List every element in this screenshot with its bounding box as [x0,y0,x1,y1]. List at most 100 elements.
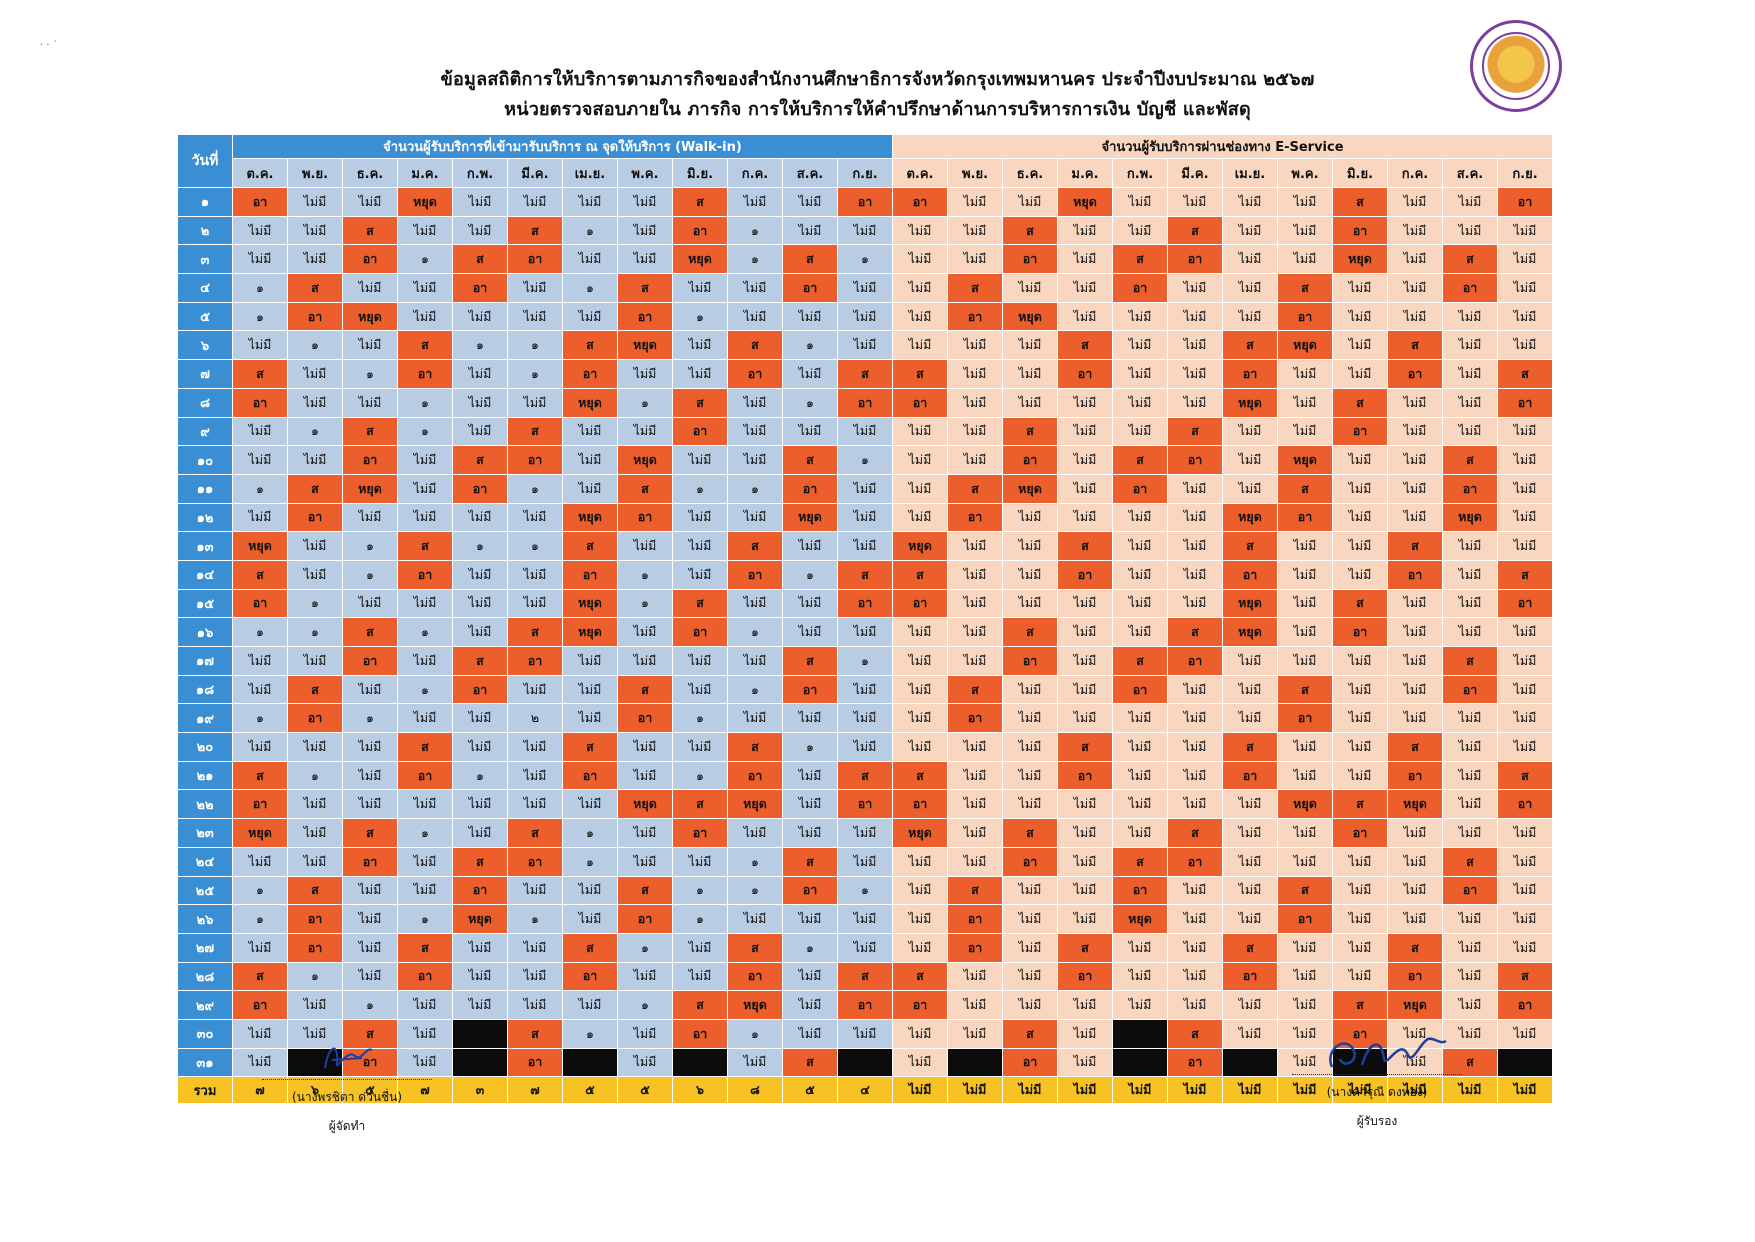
table-cell: อา [1278,302,1332,331]
table-cell: ส [1333,991,1387,1019]
table-cell: ไม่มี [1058,302,1112,331]
table-cell: ส [948,274,1002,302]
table-cell: ไม่มี [1443,560,1497,589]
table-cell: ไม่มี [673,847,727,876]
table-cell: ไม่มี [1113,819,1167,847]
month-header: พ.ค. [1278,159,1332,187]
table-cell: ไม่มี [618,733,672,761]
table-cell: ไม่มี [1443,790,1497,819]
table-cell: ไม่มี [838,532,892,560]
table-cell: ไม่มี [563,991,617,1019]
table-cell: ไม่มี [1388,417,1442,446]
table-cell: อา [288,704,342,733]
statistics-table: วันที่ จำนวนผู้รับบริการที่เข้ามารับบริก… [178,135,1552,1104]
table-cell: ไม่มี [948,1019,1002,1048]
signature-block-preparer: (นางพรชิตา ด่วนชื่น) ผู้จัดทำ [262,1047,432,1136]
table-cell: ๑ [783,331,837,360]
table-cell: ไม่มี [1223,446,1277,474]
table-cell: ไม่มี [563,302,617,331]
table-cell: อา [783,274,837,302]
blocked-cell [1113,1019,1167,1048]
table-cell: ไม่มี [1003,360,1057,388]
table-cell: ไม่มี [1113,331,1167,360]
table-cell: ไม่มี [1168,388,1222,417]
table-cell: ส [1113,847,1167,876]
table-cell: ๑ [673,474,727,503]
table-cell: ไม่มี [343,274,397,302]
day-label: ๓๑ [178,1048,232,1077]
table-cell: ไม่มี [1113,733,1167,761]
table-cell: หยุด [1388,991,1442,1019]
table-cell: ส [673,991,727,1019]
table-cell: ไม่มี [1333,704,1387,733]
table-cell: ไม่มี [893,503,947,532]
table-cell: ส [1223,532,1277,560]
table-cell: ไม่มี [288,188,342,216]
table-cell: ไม่มี [1498,905,1552,933]
table-cell: ไม่มี [838,417,892,446]
table-cell: ส [508,618,562,646]
table-cell: ไม่มี [893,331,947,360]
table-cell: ส [563,733,617,761]
table-cell: ไม่มี [673,331,727,360]
table-cell: ไม่มี [1223,675,1277,704]
table-cell: อา [1498,188,1552,216]
table-cell: ๑ [838,446,892,474]
table-cell: ไม่มี [783,790,837,819]
table-cell: ส [728,733,782,761]
table-cell: อา [728,360,782,388]
table-cell: ส [563,331,617,360]
day-label: ๒๙ [178,991,232,1019]
table-cell: ๑ [508,331,562,360]
table-cell: หยุด [1388,790,1442,819]
table-cell: ๑ [618,388,672,417]
table-cell: ส [728,331,782,360]
table-cell: ไม่มี [453,933,507,962]
table-cell: ไม่มี [1113,560,1167,589]
table-cell: ไม่มี [1003,560,1057,589]
table-cell: ไม่มี [1168,302,1222,331]
table-cell: ไม่มี [1333,847,1387,876]
table-cell: ไม่มี [618,417,672,446]
table-cell: ไม่มี [453,302,507,331]
blocked-cell [673,1048,727,1077]
table-cell: ๑ [398,618,452,646]
table-cell: ไม่มี [1058,503,1112,532]
month-header: เม.ย. [563,159,617,187]
table-cell: ไม่มี [453,417,507,446]
table-cell: อา [838,991,892,1019]
table-cell: ไม่มี [618,216,672,245]
table-cell: ไม่มี [1003,388,1057,417]
table-cell: ไม่มี [1498,446,1552,474]
table-cell: ส [288,474,342,503]
table-cell: ไม่มี [893,216,947,245]
month-header: ม.ค. [1058,159,1112,187]
table-cell: ไม่มี [1003,733,1057,761]
table-cell: ไม่มี [453,216,507,245]
table-cell: ไม่มี [948,618,1002,646]
table-cell: ไม่มี [1333,360,1387,388]
table-cell: อา [948,933,1002,962]
table-cell: ส [1498,761,1552,790]
table-cell: ไม่มี [893,733,947,761]
table-cell: ไม่มี [1443,532,1497,560]
table-cell: ไม่มี [1168,331,1222,360]
month-header: มิ.ย. [1333,159,1387,187]
table-cell: ส [288,274,342,302]
table-cell: ส [508,417,562,446]
table-cell: ไม่มี [673,962,727,991]
table-cell: ๑ [398,675,452,704]
table-cell: ไม่มี [1443,388,1497,417]
table-cell: ไม่มี [398,1048,452,1077]
table-cell: ไม่มี [1003,503,1057,532]
table-cell: ไม่มี [1003,761,1057,790]
table-cell: ส [453,847,507,876]
day-label: ๒๒ [178,790,232,819]
table-cell: ไม่มี [1498,417,1552,446]
month-header: เม.ย. [1223,159,1277,187]
month-header: ก.พ. [1113,159,1167,187]
table-cell: ไม่มี [1278,761,1332,790]
table-cell: หยุด [728,790,782,819]
walkin-total-cell: ๖ [288,1077,342,1104]
table-cell: ไม่มี [1388,618,1442,646]
